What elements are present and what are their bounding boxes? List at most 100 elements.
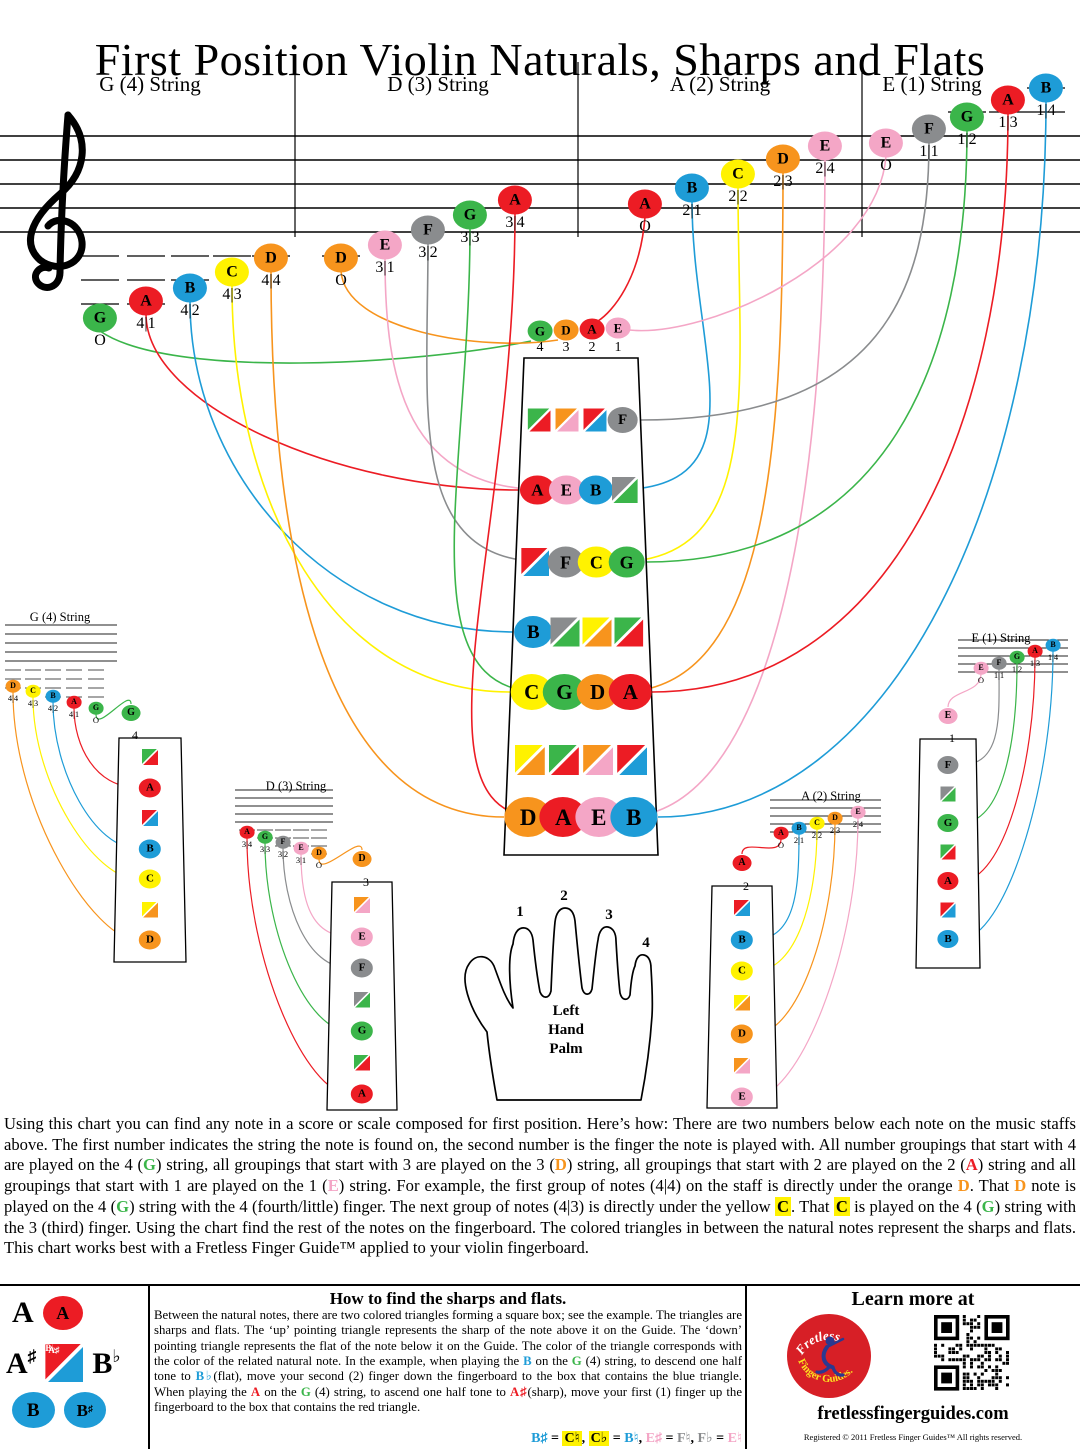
staff-note-g: G [82,303,118,333]
note-letter-g: G [143,1155,156,1175]
copyright-text: Registered © 2011 Fretless Finger Guides… [803,1432,1023,1442]
connection-curve-e [622,158,826,818]
string-section-header: D (3) String [387,72,489,96]
mini-finger-label: 3|1 [295,855,307,865]
note-letter-e: E♯ [645,1431,662,1446]
mini-string-number-e-string: 1 [949,731,955,745]
qr-module [970,1361,973,1365]
text-run: on the [260,1384,301,1399]
mini-fingerboard-accidental [142,810,158,826]
qr-module [966,1333,970,1336]
legend-square-sharp-label: A♯ [48,1345,60,1355]
fingerboard-note-f: F [607,407,638,433]
staff-note-c: C [720,159,756,189]
mini-connection-curve-e [947,673,982,708]
enharmonics-line: B♯ = C♮, C♭ = B♮, E♯ = F♮, F♭ = E♮ [531,1430,742,1447]
mini-finger-label: 3|2 [277,849,289,859]
text-run: (4) string, to ascend one half tone to [310,1384,511,1399]
qr-module [970,1325,973,1329]
staff-note-f: F [410,215,446,245]
qr-module [962,1372,966,1376]
legend-b-sharp-example: B B ♯ [12,1392,106,1428]
qr-module [962,1365,966,1369]
note-letter-c: C♭ [588,1431,610,1446]
qr-module [973,1318,977,1322]
qr-module [980,1372,984,1376]
qr-module [966,1336,970,1340]
accidental-sign: ♯ [87,1404,93,1416]
qr-module [977,1358,981,1362]
staff-note-d: D [323,243,359,273]
qr-module [962,1315,966,1318]
legend-letter-a-sharp: A♯ [6,1347,36,1379]
mini-fingerboard-accidental [734,1057,750,1074]
staff-note-a: A [627,189,663,219]
open-string-note-g: G [527,320,553,342]
text-run: note is played on the 4 ( [4,1176,1076,1216]
note-letter-d: D [957,1176,970,1196]
qr-module [988,1379,991,1383]
legend-circle-b-sharp: B ♯ [63,1392,106,1428]
qr-module [980,1379,984,1383]
qr-module [973,1340,977,1344]
mini-fingerboard-note-b: B [937,930,959,948]
mini-open-string-note-e-string: E [938,708,958,724]
mini-finger-label: 1|1 [993,670,1005,680]
qr-module [970,1358,973,1362]
qr-module [966,1354,970,1358]
qr-module [970,1336,973,1340]
connection-curve-a [470,212,540,818]
staff-note-a: A [497,185,533,215]
qr-module [988,1383,991,1387]
qr-module [962,1376,966,1380]
qr-module [995,1383,999,1387]
qr-module [970,1318,973,1322]
mini-staff-note-a: A [239,825,255,839]
mini-connection-curve-d [318,845,363,865]
connection-curve-a [651,112,1009,693]
finger-label: O [94,332,106,349]
mini-staff-note-a: A [66,695,82,709]
finger-label: 4|2 [180,302,200,319]
qr-module [966,1379,970,1383]
mini-fingerboard-note-e: E [350,927,374,946]
mini-open-string-note-d-string: D [352,851,372,867]
letter-base: B [92,1346,113,1380]
qr-module [977,1354,981,1358]
qr-module [984,1369,988,1372]
qr-module [995,1387,999,1390]
qr-module [937,1354,941,1358]
qr-module [980,1383,984,1387]
qr-module [1006,1361,1009,1365]
website-url[interactable]: fretlessfingerguides.com [817,1404,1009,1424]
mini-staff-note-e: E [973,661,989,675]
connection-curve-b [657,100,1047,818]
open-string-note-a: A [579,318,605,340]
treble-clef-icon [56,111,72,276]
fingerboard-accidental-dsharp-eflat [583,745,614,775]
treble-clef-icon [27,111,86,270]
mini-title-e-string: E (1) String [971,631,1031,645]
mini-finger-label: 4|3 [27,698,39,708]
text-run: (flat), move your second (2) finger down… [154,1369,742,1399]
text-run: (4) string, to descend one half tone to [154,1354,742,1384]
fingerboard-note-e: E [549,475,584,505]
mini-fingerboard-accidental [940,786,956,802]
connection-curve-d [270,270,505,818]
text-run: , [638,1431,646,1446]
qr-module [980,1343,984,1347]
mini-staff-note-f: F [275,835,291,849]
text-run: ) string. For example, the first group o… [338,1176,958,1196]
fingerboard-accidental-dsharp-eflat [555,408,579,432]
qr-module [962,1361,966,1365]
qr-module [966,1376,970,1380]
mini-staff-note-d: D [827,811,843,825]
text-run: = [547,1431,563,1446]
qr-module [1006,1383,1009,1387]
qr-module [991,1376,995,1380]
staff-note-g: G [452,200,488,230]
learn-more-section: Learn more at Fretless Finger Guides. fre… [746,1286,1080,1449]
qr-module [941,1358,945,1362]
mini-staff-note-e: E [293,841,309,855]
qr-module [970,1379,973,1383]
